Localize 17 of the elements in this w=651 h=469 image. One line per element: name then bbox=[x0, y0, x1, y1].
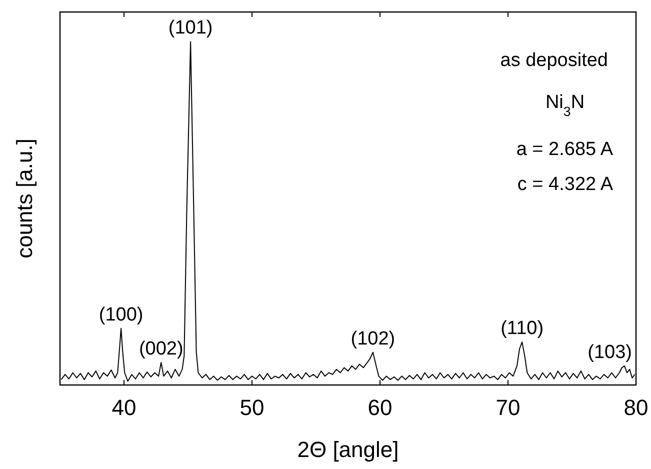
x-tick-label: 70 bbox=[496, 395, 520, 420]
annotation: (100) bbox=[98, 304, 144, 326]
x-tick-label: 40 bbox=[112, 395, 136, 420]
annotation: (103) bbox=[588, 342, 632, 363]
x-tick-label: 80 bbox=[624, 395, 648, 420]
x-tick-label: 50 bbox=[240, 395, 264, 420]
x-axis-title: 2Θ [angle] bbox=[297, 437, 399, 462]
annotation: Ni$_{3}$N bbox=[545, 92, 585, 118]
annotation: (102) bbox=[350, 328, 396, 350]
annotation: (002) bbox=[138, 338, 184, 360]
annotation: a = 2.685 A bbox=[516, 139, 614, 160]
annotation: (110) bbox=[500, 318, 544, 340]
annotation: (101) bbox=[168, 18, 213, 39]
y-axis-title: counts [a.u.] bbox=[12, 138, 37, 258]
annotation: c = 4.322 A bbox=[517, 174, 614, 195]
x-tick-label: 60 bbox=[368, 395, 392, 420]
annotation: as deposited bbox=[500, 50, 608, 71]
